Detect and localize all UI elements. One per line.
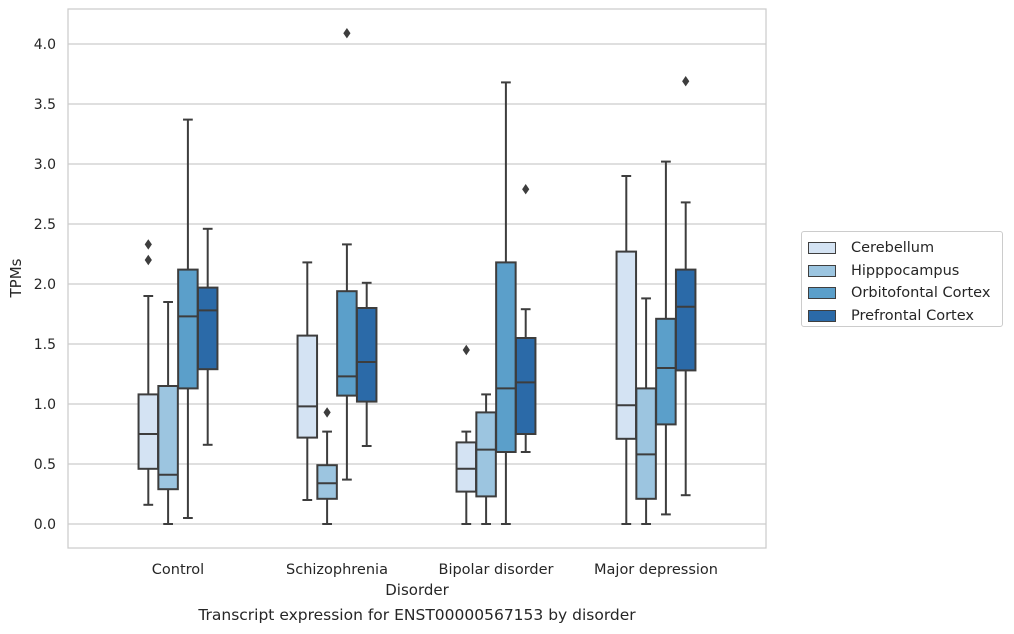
box-schizophrenia-prefrontal-cortex [355, 281, 378, 447]
box-control-hipppocampus [157, 301, 179, 525]
x-tick-label-schizophrenia: Schizophrenia [286, 562, 388, 578]
x-tick-labels: Control Schizophrenia Bipolar disorder Majo… [152, 562, 718, 578]
box-bipolar-disorder-orbitofontal-cortex-iqr [495, 261, 517, 453]
legend-label-orbitofrontal-cortex: Orbitofontal Cortex [851, 285, 991, 302]
legend-swatch-hippocampus [808, 264, 836, 277]
box-bipolar-disorder-prefrontal-cortex-outlier-0 [522, 184, 530, 195]
box-control-hipppocampus-iqr [157, 385, 179, 491]
x-tick-label-control: Control [152, 562, 204, 578]
box-bipolar-disorder-prefrontal-cortex-iqr [514, 337, 537, 435]
box-major-depression-cerebellum [615, 175, 638, 525]
box-major-depression-hipppocampus [635, 297, 657, 525]
box-control-prefrontal-cortex [196, 227, 219, 446]
box-schizophrenia-prefrontal-cortex-iqr [355, 307, 378, 403]
box-major-depression-orbitofontal-cortex [655, 160, 677, 516]
series-prefrontal-cortex [196, 76, 697, 497]
y-tick-label-3-0: 3.0 [34, 157, 56, 173]
box-control-cerebellum-outlier-1 [144, 239, 152, 250]
box-bipolar-disorder-prefrontal-cortex [514, 184, 537, 453]
x-axis-label: Disorder [385, 581, 449, 599]
y-tick-label-1-5: 1.5 [34, 337, 56, 353]
legend-item-cerebellum: Cerebellum [808, 237, 1002, 260]
y-tick-label-2-0: 2.0 [34, 277, 56, 293]
y-tick-labels: 0.0 0.5 1.0 1.5 2.0 2.5 3.0 3.5 4.0 [34, 37, 56, 533]
box-major-depression-prefrontal-cortex-iqr [674, 268, 697, 372]
box-bipolar-disorder-hipppocampus [475, 393, 497, 525]
y-axis-label: TPMs [7, 258, 25, 298]
box-bipolar-disorder-orbitofontal-cortex [495, 81, 517, 525]
box-major-depression-hipppocampus-iqr [635, 387, 657, 500]
legend: Cerebellum Hipppocampus Orbitofontal Cor… [801, 231, 1003, 327]
box-control-cerebellum-outlier-0 [144, 254, 152, 266]
legend-swatch-orbitofrontal-cortex [808, 287, 836, 300]
series-orbitofontal-cortex [177, 28, 677, 525]
y-tick-label-3-5: 3.5 [34, 97, 56, 113]
y-tick-label-1-0: 1.0 [34, 397, 56, 413]
series-cerebellum [137, 175, 638, 525]
box-major-depression-prefrontal-cortex-outlier-0 [682, 76, 690, 87]
box-schizophrenia-hipppocampus-iqr [316, 464, 338, 500]
y-tick-label-2-5: 2.5 [34, 217, 56, 233]
x-tick-label-bipolar-disorder: Bipolar disorder [439, 562, 554, 578]
box-control-cerebellum [137, 239, 160, 506]
box-control-prefrontal-cortex-iqr [196, 286, 219, 371]
x-tick-label-major-depression: Major depression [594, 562, 718, 578]
box-bipolar-disorder-cerebellum-outlier-0 [462, 344, 470, 356]
box-plot-series [137, 28, 697, 525]
legend-label-hippocampus: Hipppocampus [851, 262, 960, 279]
box-control-orbitofontal-cortex [177, 118, 199, 519]
legend-swatch-cerebellum [808, 242, 836, 255]
box-schizophrenia-cerebellum-iqr [296, 334, 319, 439]
y-tick-label-0-0: 0.0 [34, 517, 56, 533]
box-schizophrenia-orbitofontal-cortex-iqr [336, 290, 358, 397]
box-major-depression-prefrontal-cortex [674, 76, 697, 497]
box-control-cerebellum-iqr [137, 393, 160, 470]
box-bipolar-disorder-cerebellum-iqr [455, 441, 478, 493]
box-schizophrenia-cerebellum [296, 261, 319, 501]
y-tick-label-4-0: 4.0 [34, 37, 56, 53]
y-tick-label-0-5: 0.5 [34, 457, 56, 473]
legend-item-prefrontal-cortex: Prefrontal Cortex [808, 305, 1002, 328]
legend-label-cerebellum: Cerebellum [851, 240, 935, 257]
legend-label-prefrontal-cortex: Prefrontal Cortex [851, 308, 974, 325]
box-bipolar-disorder-cerebellum [455, 344, 478, 525]
chart-caption: Transcript expression for ENST0000056715… [198, 606, 636, 624]
legend-item-orbitofrontal-cortex: Orbitofontal Cortex [808, 282, 1002, 305]
legend-item-hippocampus: Hipppocampus [808, 260, 1002, 283]
box-bipolar-disorder-hipppocampus-iqr [475, 411, 497, 498]
box-schizophrenia-hipppocampus [316, 407, 338, 525]
box-schizophrenia-orbitofontal-cortex-outlier-0 [343, 28, 351, 39]
box-schizophrenia-orbitofontal-cortex [336, 28, 358, 481]
legend-swatch-prefrontal-cortex [808, 310, 836, 323]
box-major-depression-cerebellum-iqr [615, 250, 638, 440]
box-control-orbitofontal-cortex-iqr [177, 268, 199, 390]
series-hipppocampus [157, 297, 657, 525]
box-major-depression-orbitofontal-cortex-iqr [655, 317, 677, 426]
box-schizophrenia-hipppocampus-outlier-0 [323, 407, 331, 418]
plot-frame [67, 8, 767, 549]
